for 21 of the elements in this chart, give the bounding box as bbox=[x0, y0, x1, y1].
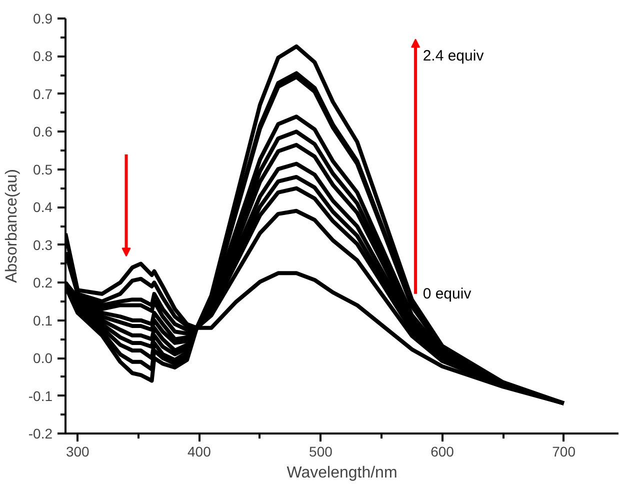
x-tick-label: 400 bbox=[188, 444, 212, 460]
annotation: 2.4 equiv bbox=[422, 48, 484, 65]
y-tick-label: -0.2 bbox=[28, 426, 53, 442]
y-tick-label: 0.0 bbox=[33, 350, 53, 366]
y-tick-label: 0.9 bbox=[33, 10, 53, 26]
x-axis-title: Wavelength/nm bbox=[286, 464, 398, 482]
y-axis-title: Absorbance(au) bbox=[3, 169, 20, 283]
y-tick-label: 0.6 bbox=[33, 124, 53, 140]
x-tick-label: 500 bbox=[309, 444, 333, 460]
y-tick-label: 0.5 bbox=[33, 161, 53, 178]
y-tick-label: 0.7 bbox=[33, 86, 53, 102]
y-tick-label: 0.4 bbox=[33, 199, 53, 216]
x-tick-label: 300 bbox=[66, 444, 90, 460]
annotation: 0 equiv bbox=[422, 285, 472, 302]
x-tick-label: 700 bbox=[552, 444, 576, 460]
x-tick-label: 600 bbox=[430, 444, 454, 460]
y-tick-label: 0.8 bbox=[33, 48, 53, 64]
y-tick-label: 0.2 bbox=[33, 274, 53, 291]
y-tick-label: -0.1 bbox=[28, 388, 53, 404]
y-tick-label: 0.1 bbox=[33, 312, 53, 328]
y-tick-label: 0.3 bbox=[33, 236, 53, 253]
